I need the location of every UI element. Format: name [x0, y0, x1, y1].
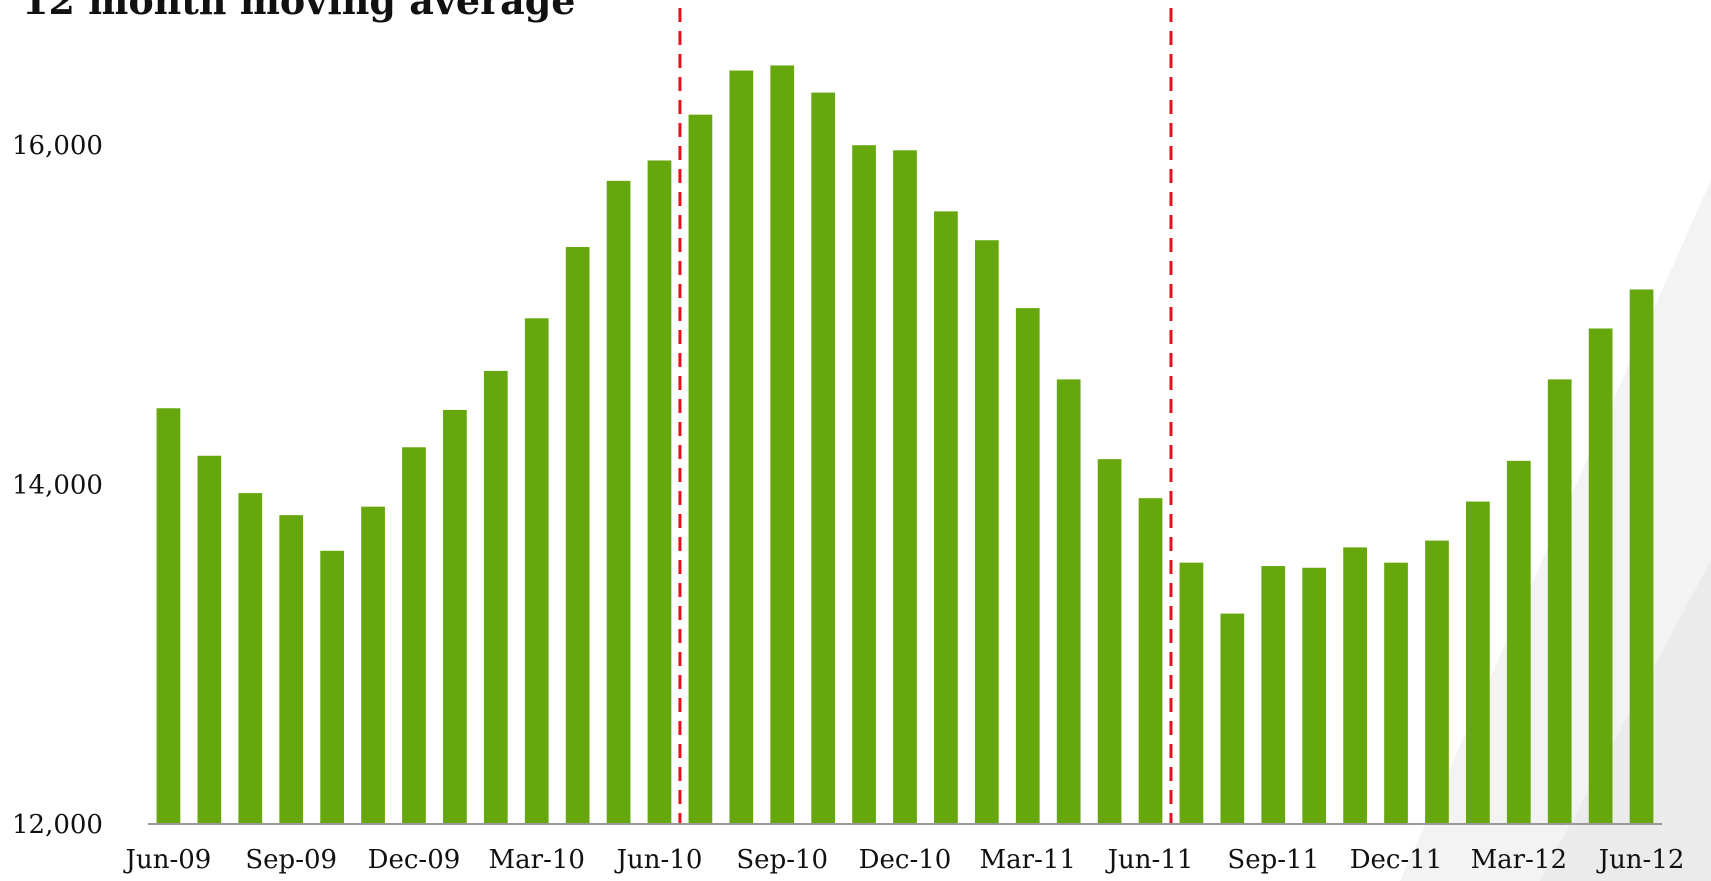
bar-Jan-12 [1425, 540, 1449, 824]
y-tick-label: 16,000 [12, 131, 103, 161]
bar-Mar-10 [524, 318, 549, 824]
reference-lines [678, 8, 1173, 824]
bar-Jun-09 [156, 408, 181, 824]
x-tick-label: Dec-09 [368, 845, 461, 875]
bar-Sep-11 [1261, 566, 1286, 824]
x-tick-label: Sep-09 [245, 845, 337, 875]
bar-Jul-11 [1179, 562, 1204, 824]
bar-Nov-10 [852, 145, 876, 824]
x-tick-label: Dec-11 [1350, 845, 1443, 875]
bar-Jul-10 [688, 114, 713, 824]
bar-Jun-12 [1629, 289, 1654, 824]
bar-Feb-11 [974, 240, 999, 825]
bar-Jun-11 [1138, 498, 1163, 824]
bar-Apr-12 [1547, 379, 1572, 824]
x-tick-label: Mar-12 [1471, 845, 1567, 875]
x-tick-label: Sep-10 [736, 845, 828, 875]
bar-Aug-11 [1220, 613, 1245, 824]
bar-Oct-11 [1302, 567, 1327, 824]
bar-Jul-09 [197, 455, 222, 824]
x-tick-label: Jun-09 [123, 845, 212, 875]
background-shape [1540, 560, 1711, 881]
x-tick-label: Jun-12 [1596, 845, 1685, 875]
bar-Apr-11 [1056, 379, 1081, 824]
bar-Oct-10 [811, 92, 836, 825]
bar-Nov-11 [1343, 547, 1367, 824]
bar-Mar-12 [1506, 460, 1531, 824]
bar-Feb-10 [483, 370, 508, 824]
bar-Dec-11 [1384, 562, 1408, 824]
bar-Dec-10 [893, 150, 917, 825]
bar-May-12 [1588, 328, 1613, 824]
bars [156, 65, 1654, 825]
x-tick-label: Jun-11 [1105, 845, 1194, 875]
bar-Jun-10 [647, 160, 672, 825]
x-axis-ticks: Jun-09 Sep-09 Dec-09 Mar-10 Jun-10 Sep-10 Dec-… [123, 845, 1685, 875]
bar-Oct-09 [320, 550, 344, 824]
x-tick-label: Jun-10 [614, 845, 703, 875]
y-tick-label: 14,000 [12, 471, 103, 501]
bar-Dec-09 [402, 447, 426, 824]
x-tick-label: Mar-11 [980, 845, 1076, 875]
bar-Feb-12 [1466, 501, 1490, 824]
bar-Aug-09 [238, 493, 263, 824]
bar-Jan-10 [443, 409, 467, 824]
bar-Nov-09 [361, 506, 385, 824]
bar-May-11 [1097, 459, 1122, 824]
chart-title: 12 month moving average [22, 0, 576, 23]
bar-Sep-09 [279, 515, 304, 824]
y-axis-ticks: 12,000 14,000 16,000 [12, 131, 103, 840]
bar-Jan-11 [934, 211, 958, 824]
bar-Mar-11 [1015, 308, 1040, 824]
x-tick-label: Dec-10 [859, 845, 952, 875]
x-tick-label: Mar-10 [489, 845, 585, 875]
x-tick-label: Sep-11 [1227, 845, 1319, 875]
bar-May-10 [606, 180, 631, 825]
bar-Apr-10 [565, 247, 590, 824]
y-tick-label: 12,000 [12, 810, 103, 840]
bar-Sep-10 [770, 65, 795, 824]
bar-Aug-10 [729, 70, 754, 824]
